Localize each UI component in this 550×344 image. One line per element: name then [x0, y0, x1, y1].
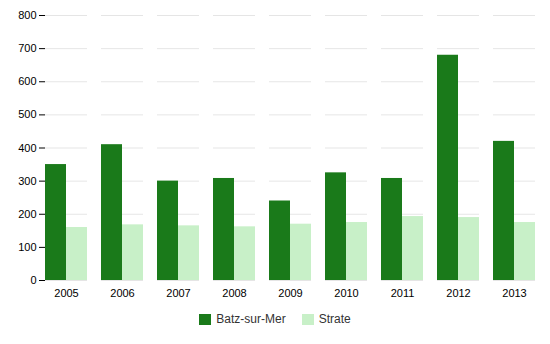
svg-text:2005: 2005 — [54, 287, 78, 299]
svg-text:700: 700 — [18, 42, 36, 54]
svg-text:300: 300 — [18, 175, 36, 187]
svg-text:600: 600 — [18, 75, 36, 87]
svg-text:200: 200 — [18, 208, 36, 220]
html-text:Strate: Strate — [318, 312, 351, 326]
html-text:Batz-sur-Mer: Batz-sur-Mer — [216, 312, 286, 326]
svg-text:2006: 2006 — [110, 287, 134, 299]
svg-text:2011: 2011 — [391, 287, 415, 299]
svg-text:2012: 2012 — [446, 287, 470, 299]
svg-text:2009: 2009 — [278, 287, 302, 299]
svg-text:2008: 2008 — [222, 287, 246, 299]
svg-text:500: 500 — [18, 108, 36, 120]
svg-text:100: 100 — [18, 241, 36, 253]
svg-text:800: 800 — [18, 9, 36, 21]
svg-text:2013: 2013 — [502, 287, 526, 299]
svg-text:2010: 2010 — [334, 287, 358, 299]
svg-text:400: 400 — [18, 142, 36, 154]
svg-text:2007: 2007 — [166, 287, 190, 299]
svg-text:0: 0 — [30, 274, 36, 286]
